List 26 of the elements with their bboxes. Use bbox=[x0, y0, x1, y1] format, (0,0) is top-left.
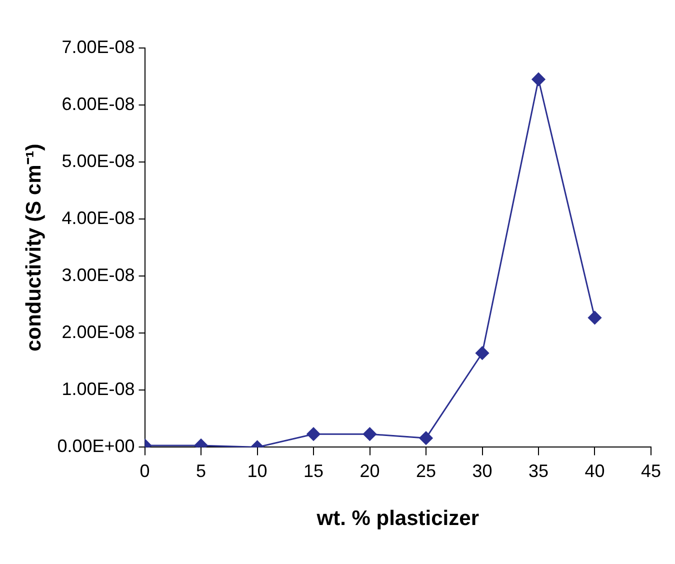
x-tick-label: 10 bbox=[247, 460, 268, 481]
x-tick-label: 35 bbox=[528, 460, 549, 481]
x-tick-label: 45 bbox=[640, 460, 662, 481]
x-axis-title: wt. % plasticizer bbox=[316, 507, 479, 530]
point bbox=[419, 431, 433, 445]
x-tick-label: 20 bbox=[360, 460, 380, 481]
x-tick-label: 5 bbox=[196, 460, 206, 481]
x-tick-label: 40 bbox=[584, 460, 605, 481]
point bbox=[532, 72, 546, 86]
point bbox=[363, 427, 377, 441]
y-tick-label: 2.00E-08 bbox=[62, 322, 135, 342]
y-tick-label: 7.00E-08 bbox=[62, 36, 135, 57]
y-tick-label: 3.00E-08 bbox=[62, 265, 135, 286]
point bbox=[306, 427, 320, 441]
y-tick-label: 6.00E-08 bbox=[62, 94, 135, 114]
x-tick-label: 30 bbox=[472, 460, 492, 481]
x-tick-label: 15 bbox=[303, 460, 324, 481]
x-tick-label: 25 bbox=[416, 460, 436, 481]
y-tick-label: 0.00E+00 bbox=[57, 436, 135, 456]
y-tick-label: 1.00E-08 bbox=[62, 379, 135, 400]
y-axis-title: conductivity (S cm⁻¹) bbox=[22, 144, 46, 352]
y-tick-label: 5.00E-08 bbox=[62, 151, 135, 172]
point bbox=[476, 346, 489, 360]
y-tick-label: 4.00E-08 bbox=[62, 208, 135, 228]
point bbox=[588, 310, 602, 324]
x-tick-label: 0 bbox=[140, 460, 150, 481]
